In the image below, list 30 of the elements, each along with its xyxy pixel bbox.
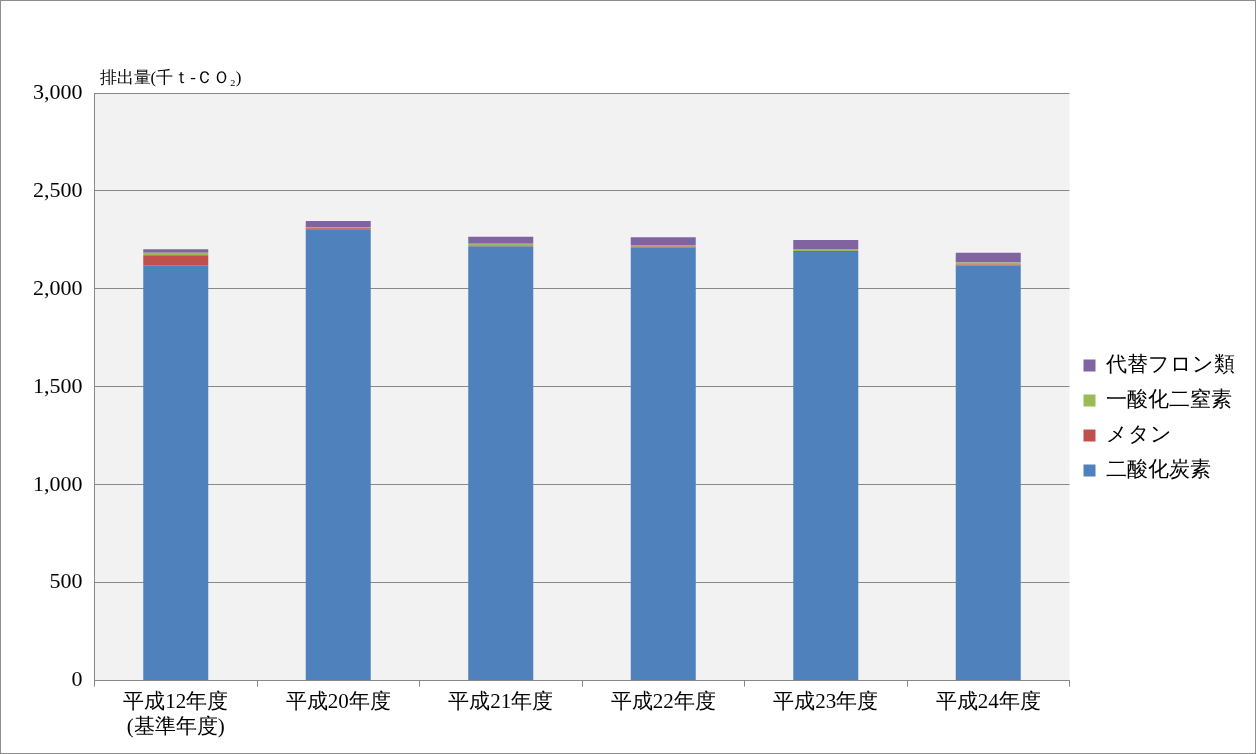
legend-label: 代替フロン類 bbox=[1105, 352, 1235, 377]
bar bbox=[305, 220, 371, 227]
bar bbox=[630, 237, 696, 245]
legend-label: 一酸化二窒素 bbox=[1106, 387, 1232, 412]
x-tick-label: 平成22年度 bbox=[610, 688, 716, 713]
legend-label: メタン bbox=[1106, 422, 1172, 447]
x-tick-label: 平成12年度 (基準年度) bbox=[123, 688, 229, 738]
bar bbox=[143, 265, 209, 681]
legend-label: 二酸化炭素 bbox=[1106, 457, 1211, 482]
y-tick-label: 0 bbox=[71, 666, 83, 692]
y-tick-label: 3,000 bbox=[33, 78, 83, 104]
y-tick-label: 2,000 bbox=[33, 274, 83, 300]
y-tick-label: 500 bbox=[49, 568, 83, 594]
bar bbox=[955, 252, 1021, 263]
y-tick-label: 1,000 bbox=[33, 470, 83, 496]
bar bbox=[793, 252, 859, 681]
y-tick-label: 1,500 bbox=[33, 372, 83, 398]
bar bbox=[630, 247, 696, 681]
bar bbox=[143, 255, 209, 266]
y-axis-title: 排出量(千ｔ-ＣＯ₂) bbox=[99, 67, 242, 87]
x-tick-label: 平成20年度 bbox=[285, 688, 391, 713]
x-tick-label: 平成24年度 bbox=[935, 688, 1041, 713]
y-tick-label: 2,500 bbox=[33, 176, 83, 202]
bar bbox=[468, 246, 534, 681]
bar bbox=[793, 240, 859, 250]
x-tick-label: 平成21年度 bbox=[448, 688, 554, 713]
x-tick-label: 平成23年度 bbox=[773, 688, 879, 713]
bar bbox=[468, 236, 534, 244]
bar bbox=[955, 265, 1021, 681]
bar bbox=[305, 229, 371, 681]
